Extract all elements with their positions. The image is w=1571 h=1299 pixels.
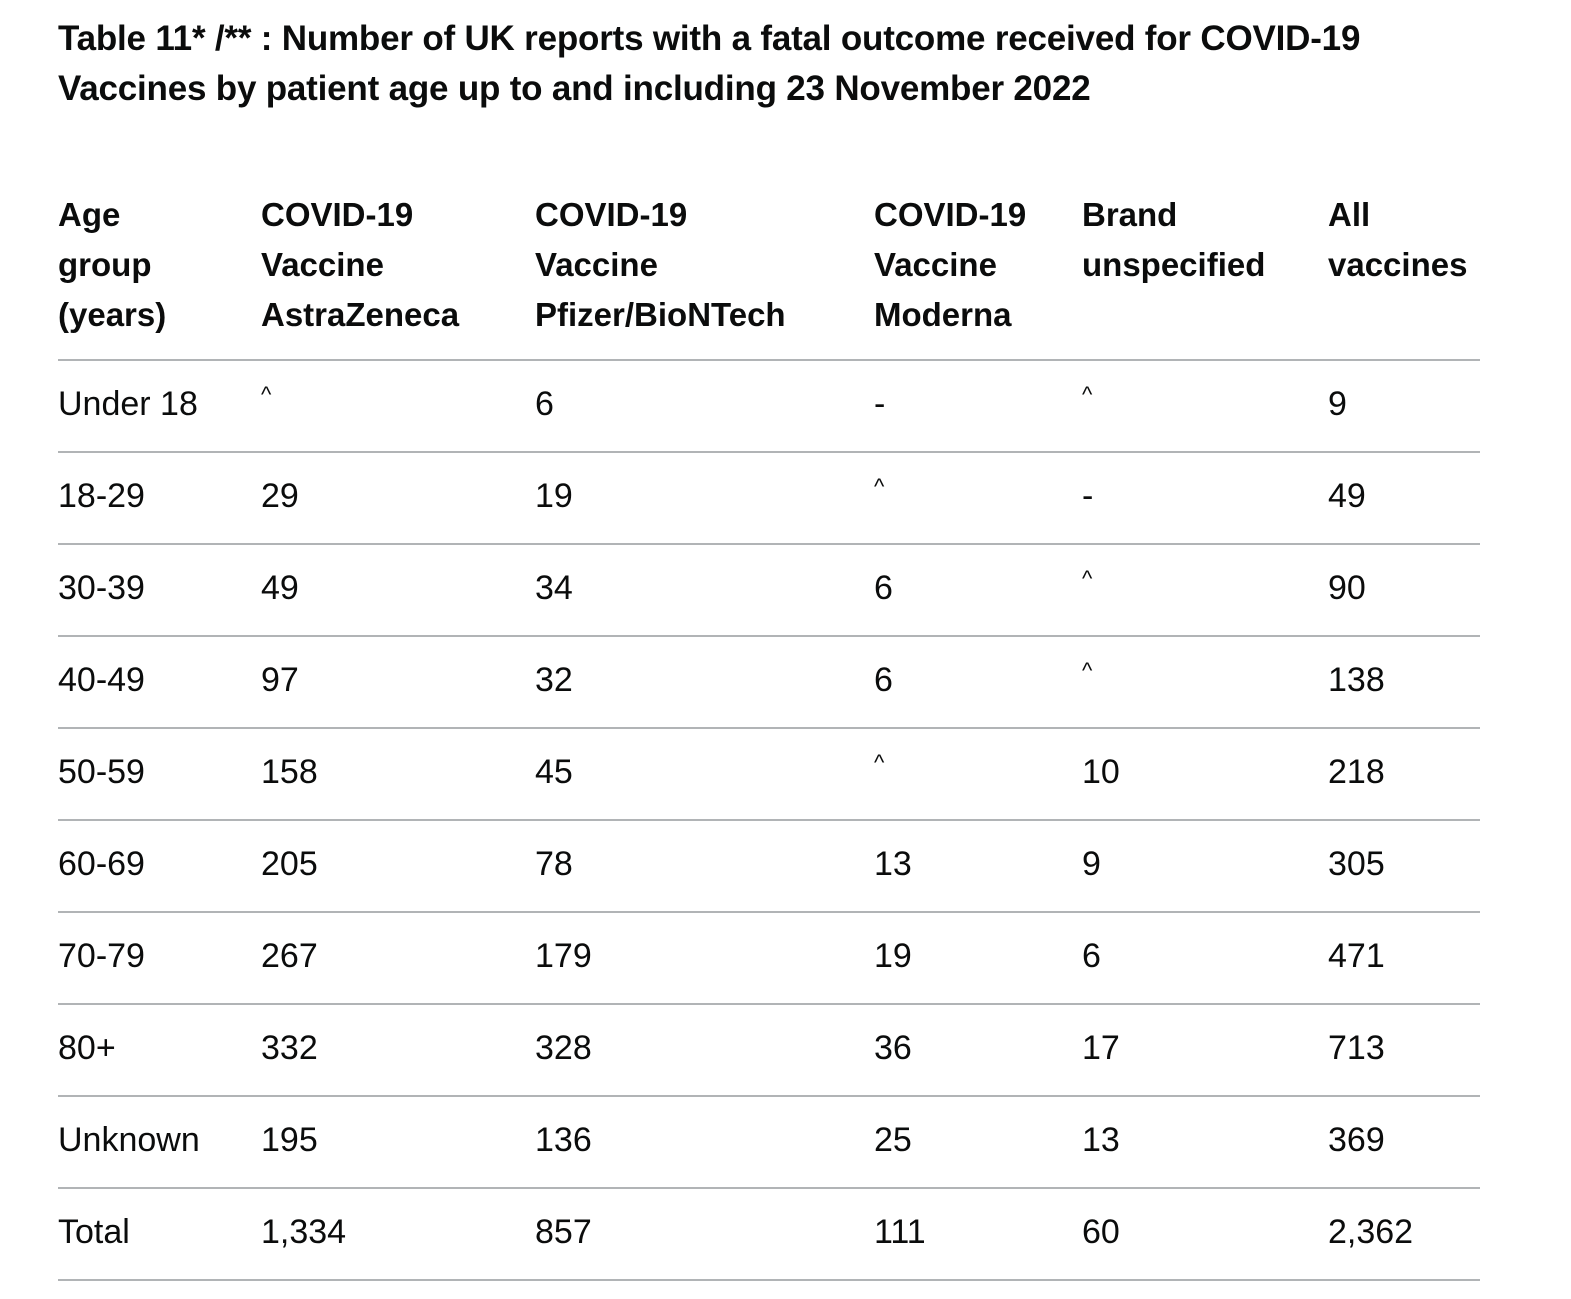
cell-astrazeneca: 205 xyxy=(261,820,535,913)
cell-moderna: 111 xyxy=(874,1188,1082,1281)
cell-astrazeneca: 332 xyxy=(261,1004,535,1097)
cell-pfizer-biontech: 857 xyxy=(535,1188,874,1281)
cell-pfizer-biontech: 179 xyxy=(535,912,874,1005)
cell-all-vaccines: 49 xyxy=(1328,452,1480,545)
table-row: 50-59 158 45 ^ 10 218 xyxy=(58,728,1480,821)
cell-age-group: Unknown xyxy=(58,1096,261,1189)
cell-astrazeneca: 158 xyxy=(261,728,535,821)
table-row: 60-69 205 78 13 9 305 xyxy=(58,820,1480,913)
cell-pfizer-biontech: 78 xyxy=(535,820,874,913)
cell-pfizer-biontech: 6 xyxy=(535,360,874,453)
header-pfizer-biontech: COVID-19 Vaccine Pfizer/BioNTech xyxy=(535,190,874,361)
header-line: vaccines xyxy=(1328,246,1468,283)
table-row: 30-39 49 34 6 ^ 90 xyxy=(58,544,1480,637)
cell-moderna: 25 xyxy=(874,1096,1082,1189)
cell-pfizer-biontech: 32 xyxy=(535,636,874,729)
header-line: Moderna xyxy=(874,296,1012,333)
cell-pfizer-biontech: 136 xyxy=(535,1096,874,1189)
cell-all-vaccines: 471 xyxy=(1328,912,1480,1005)
cell-astrazeneca: 49 xyxy=(261,544,535,637)
header-line: Brand xyxy=(1082,196,1178,233)
cell-moderna: ^ xyxy=(874,452,1082,545)
cell-moderna: 6 xyxy=(874,636,1082,729)
cell-age-group: Total xyxy=(58,1188,261,1281)
cell-all-vaccines: 90 xyxy=(1328,544,1480,637)
header-line: unspecified xyxy=(1082,246,1266,283)
cell-age-group: 50-59 xyxy=(58,728,261,821)
header-line: Age xyxy=(58,196,121,233)
cell-all-vaccines: 305 xyxy=(1328,820,1480,913)
cell-brand-unspecified: 17 xyxy=(1082,1004,1328,1097)
cell-brand-unspecified: 9 xyxy=(1082,820,1328,913)
table-row: 70-79 267 179 19 6 471 xyxy=(58,912,1480,1005)
cell-all-vaccines: 369 xyxy=(1328,1096,1480,1189)
table-row-total: Total 1,334 857 111 60 2,362 xyxy=(58,1188,1480,1281)
cell-brand-unspecified: ^ xyxy=(1082,544,1328,637)
cell-all-vaccines: 138 xyxy=(1328,636,1480,729)
header-line: All xyxy=(1328,196,1371,233)
header-astrazeneca: COVID-19 Vaccine AstraZeneca xyxy=(261,190,535,361)
cell-astrazeneca: 195 xyxy=(261,1096,535,1189)
cell-brand-unspecified: 10 xyxy=(1082,728,1328,821)
cell-age-group: 80+ xyxy=(58,1004,261,1097)
header-line: AstraZeneca xyxy=(261,296,460,333)
cell-moderna: 6 xyxy=(874,544,1082,637)
cell-astrazeneca: 97 xyxy=(261,636,535,729)
header-line: COVID-19 xyxy=(874,196,1027,233)
cell-brand-unspecified: 6 xyxy=(1082,912,1328,1005)
header-line: Vaccine xyxy=(261,246,384,283)
header-line: COVID-19 xyxy=(535,196,688,233)
header-moderna: COVID-19 Vaccine Moderna xyxy=(874,190,1082,361)
header-all-vaccines: All vaccines xyxy=(1328,190,1480,361)
header-line: Vaccine xyxy=(535,246,658,283)
cell-age-group: 18-29 xyxy=(58,452,261,545)
cell-pfizer-biontech: 34 xyxy=(535,544,874,637)
cell-moderna: 36 xyxy=(874,1004,1082,1097)
cell-astrazeneca: ^ xyxy=(261,360,535,453)
cell-brand-unspecified: ^ xyxy=(1082,636,1328,729)
cell-moderna: 19 xyxy=(874,912,1082,1005)
header-row: Age group (years) COVID-19 Vaccine Astra… xyxy=(58,190,1480,361)
cell-all-vaccines: 2,362 xyxy=(1328,1188,1480,1281)
cell-age-group: Under 18 xyxy=(58,360,261,453)
cell-moderna: - xyxy=(874,360,1082,453)
cell-pfizer-biontech: 45 xyxy=(535,728,874,821)
table-row: Under 18 ^ 6 - ^ 9 xyxy=(58,360,1480,453)
cell-pfizer-biontech: 19 xyxy=(535,452,874,545)
header-line: Pfizer/BioNTech xyxy=(535,296,786,333)
cell-all-vaccines: 9 xyxy=(1328,360,1480,453)
table-caption: Table 11* /** : Number of UK reports wit… xyxy=(58,19,1361,108)
cell-age-group: 70-79 xyxy=(58,912,261,1005)
table-row: 80+ 332 328 36 17 713 xyxy=(58,1004,1480,1097)
fatal-reports-table: Age group (years) COVID-19 Vaccine Astra… xyxy=(58,190,1480,1281)
header-line: COVID-19 xyxy=(261,196,414,233)
header-line: group xyxy=(58,246,152,283)
header-line: Vaccine xyxy=(874,246,997,283)
cell-brand-unspecified: ^ xyxy=(1082,360,1328,453)
cell-brand-unspecified: - xyxy=(1082,452,1328,545)
cell-astrazeneca: 29 xyxy=(261,452,535,545)
cell-age-group: 40-49 xyxy=(58,636,261,729)
cell-brand-unspecified: 60 xyxy=(1082,1188,1328,1281)
cell-moderna: 13 xyxy=(874,820,1082,913)
cell-age-group: 60-69 xyxy=(58,820,261,913)
cell-astrazeneca: 1,334 xyxy=(261,1188,535,1281)
cell-age-group: 30-39 xyxy=(58,544,261,637)
header-age-group: Age group (years) xyxy=(58,190,261,361)
table-row: 40-49 97 32 6 ^ 138 xyxy=(58,636,1480,729)
cell-all-vaccines: 713 xyxy=(1328,1004,1480,1097)
cell-astrazeneca: 267 xyxy=(261,912,535,1005)
cell-pfizer-biontech: 328 xyxy=(535,1004,874,1097)
table-row: Unknown 195 136 25 13 369 xyxy=(58,1096,1480,1189)
header-brand-unspecified: Brand unspecified xyxy=(1082,190,1328,361)
header-line: (years) xyxy=(58,296,167,333)
cell-brand-unspecified: 13 xyxy=(1082,1096,1328,1189)
table-row: 18-29 29 19 ^ - 49 xyxy=(58,452,1480,545)
cell-all-vaccines: 218 xyxy=(1328,728,1480,821)
cell-moderna: ^ xyxy=(874,728,1082,821)
